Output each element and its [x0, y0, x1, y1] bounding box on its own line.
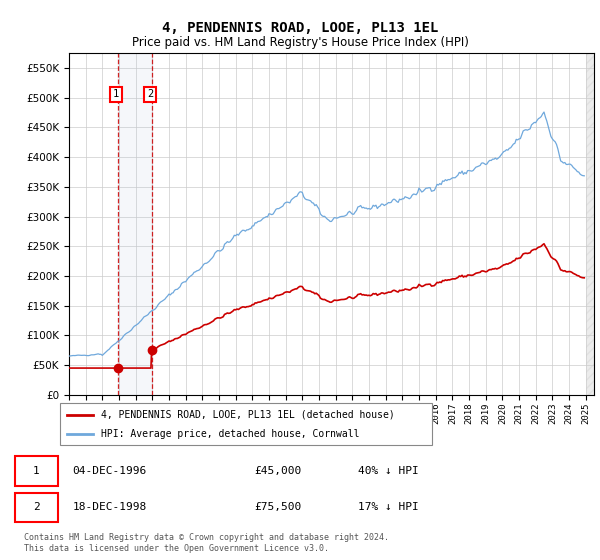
FancyBboxPatch shape: [60, 403, 432, 445]
Text: 4, PENDENNIS ROAD, LOOE, PL13 1EL: 4, PENDENNIS ROAD, LOOE, PL13 1EL: [162, 21, 438, 35]
Text: 2: 2: [33, 502, 40, 512]
FancyBboxPatch shape: [15, 493, 58, 522]
Bar: [118, 53, 152, 395]
Text: 1: 1: [33, 466, 40, 476]
Text: Contains HM Land Registry data © Crown copyright and database right 2024.
This d: Contains HM Land Registry data © Crown c…: [24, 533, 389, 553]
Text: 4, PENDENNIS ROAD, LOOE, PL13 1EL (detached house): 4, PENDENNIS ROAD, LOOE, PL13 1EL (detac…: [101, 409, 395, 419]
Text: HPI: Average price, detached house, Cornwall: HPI: Average price, detached house, Corn…: [101, 429, 359, 439]
Text: 18-DEC-1998: 18-DEC-1998: [73, 502, 147, 512]
Text: Price paid vs. HM Land Registry's House Price Index (HPI): Price paid vs. HM Land Registry's House …: [131, 36, 469, 49]
Text: £75,500: £75,500: [254, 502, 301, 512]
Text: 40% ↓ HPI: 40% ↓ HPI: [358, 466, 418, 476]
Bar: [586, 53, 594, 395]
Text: 2: 2: [147, 89, 153, 99]
Text: 04-DEC-1996: 04-DEC-1996: [73, 466, 147, 476]
FancyBboxPatch shape: [15, 456, 58, 486]
Text: 1: 1: [113, 89, 119, 99]
Text: 17% ↓ HPI: 17% ↓ HPI: [358, 502, 418, 512]
Text: £45,000: £45,000: [254, 466, 301, 476]
